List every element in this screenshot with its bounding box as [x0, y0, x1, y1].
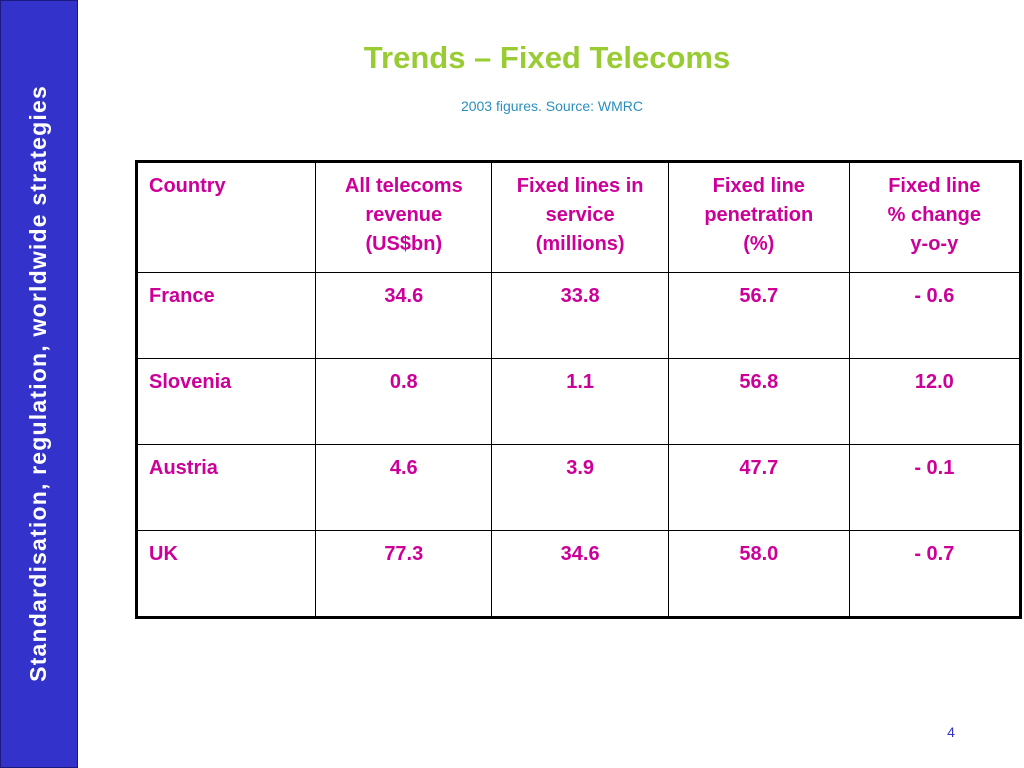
- data-table: Country All telecoms revenue (US$bn) Fixed l…: [135, 160, 1022, 619]
- country-cell: UK: [135, 530, 317, 618]
- header-line: penetration: [704, 204, 814, 226]
- column-header: All telecoms revenue (US$bn): [315, 161, 493, 273]
- value-cell: 34.6: [315, 272, 493, 359]
- value-cell: 47.7: [667, 444, 850, 531]
- header-line: service: [545, 204, 615, 226]
- column-header: Fixed lines in service (millions): [491, 161, 669, 273]
- sidebar-label-wrap: Standardisation, regulation, worldwide s…: [0, 0, 76, 766]
- header-line: revenue: [365, 204, 443, 226]
- column-header: Fixed line % change y-o-y: [848, 161, 1022, 273]
- header-line: Fixed lines in: [516, 175, 644, 197]
- column-header: Country: [135, 161, 317, 273]
- value-cell: 34.6: [491, 530, 669, 618]
- header-line: Fixed line: [712, 175, 805, 197]
- country-cell: Slovenia: [135, 358, 317, 445]
- value-cell: 12.0: [848, 358, 1022, 445]
- slide-subtitle: 2003 figures. Source: WMRC: [460, 98, 644, 114]
- value-cell: 58.0: [667, 530, 850, 618]
- value-cell: - 0.6: [848, 272, 1022, 359]
- slide-title: Trends – Fixed Telecoms: [363, 40, 731, 75]
- header-line: (US$bn): [365, 233, 443, 255]
- value-cell: 4.6: [315, 444, 493, 531]
- table-row: Austria 4.6 3.9 47.7- 0.1: [135, 444, 1022, 531]
- header-line: (%): [743, 233, 775, 255]
- header-line: y-o-y: [910, 233, 959, 255]
- value-cell: 56.7: [667, 272, 850, 359]
- value-cell: 33.8: [491, 272, 669, 359]
- table-row: UK 77.3 34.6 58.0- 0.7: [135, 530, 1022, 618]
- value-cell: 1.1: [491, 358, 669, 445]
- country-cell: Austria: [135, 444, 317, 531]
- sidebar-label: Standardisation, regulation, worldwide s…: [24, 84, 51, 682]
- header-line: Fixed line: [888, 175, 981, 197]
- table-row: France 34.6 33.8 56.7- 0.6: [135, 272, 1022, 359]
- table-body: France 34.6 33.8 56.7- 0.6 Slovenia 0.8 1.1 56.…: [135, 272, 1022, 618]
- value-cell: 77.3: [315, 530, 493, 618]
- header-line: All telecoms: [344, 175, 463, 197]
- sidebar: [0, 0, 78, 768]
- value-cell: 0.8: [315, 358, 493, 445]
- page-number: 4: [947, 724, 955, 740]
- value-cell: 3.9: [491, 444, 669, 531]
- value-cell: 56.8: [667, 358, 850, 445]
- value-cell: - 0.7: [848, 530, 1022, 618]
- header-line: % change: [887, 204, 981, 226]
- country-cell: France: [135, 272, 317, 359]
- column-header: Fixed line penetration (%): [667, 161, 850, 273]
- value-cell: - 0.1: [848, 444, 1022, 531]
- header-line: Country: [149, 175, 226, 197]
- header-row: Country All telecoms revenue (US$bn) Fixed l…: [135, 161, 1022, 273]
- header-line: (millions): [535, 233, 625, 255]
- table-row: Slovenia 0.8 1.1 56.8 12.0: [135, 358, 1022, 445]
